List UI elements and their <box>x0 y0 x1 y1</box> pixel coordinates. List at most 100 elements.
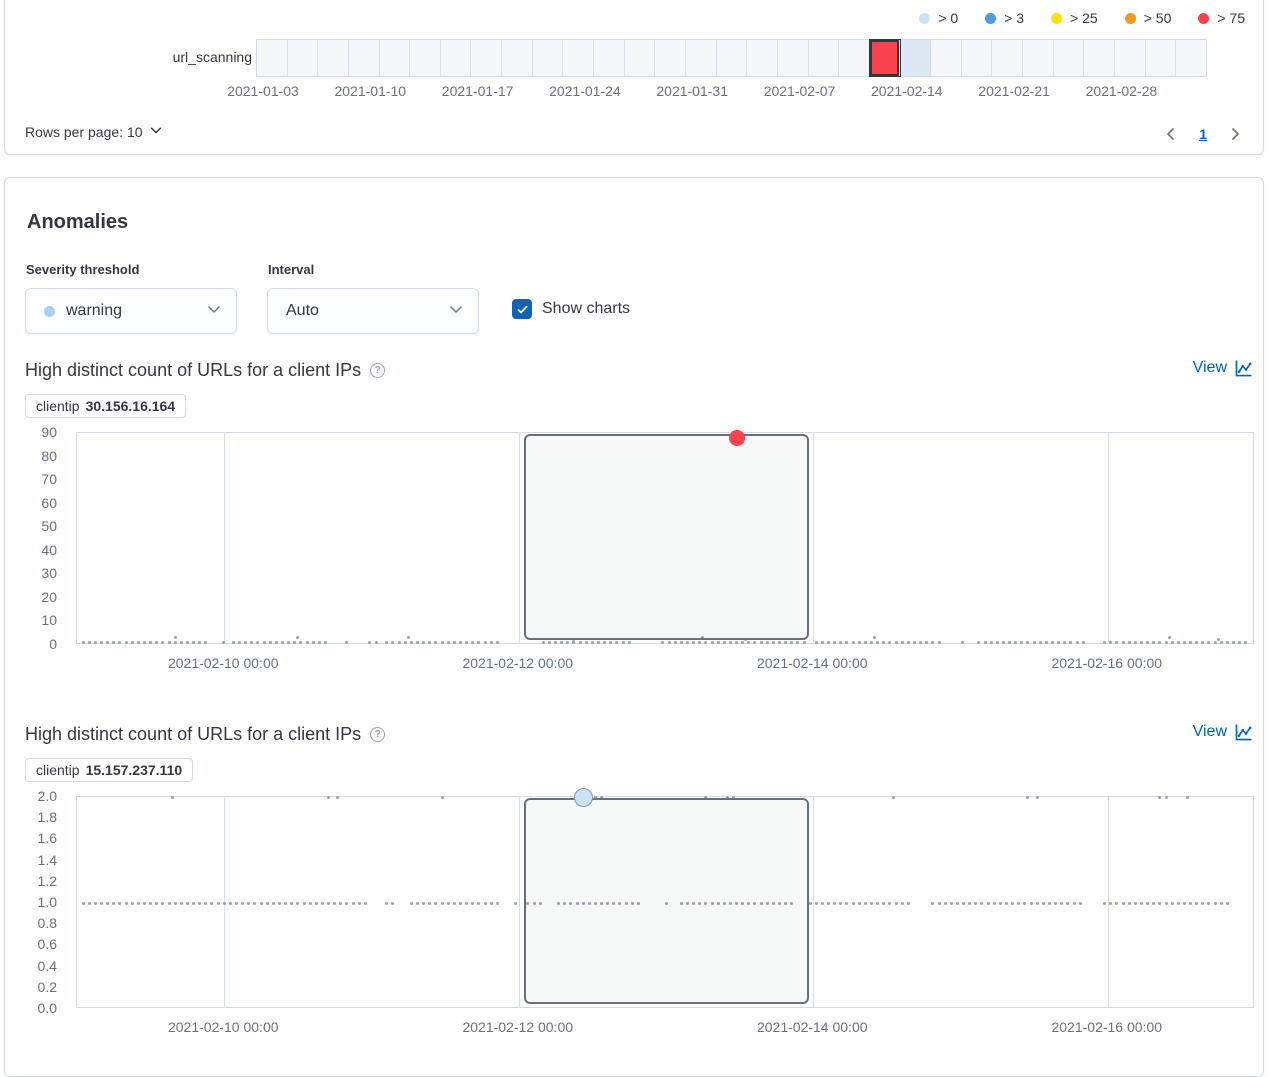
chart-plot[interactable] <box>76 787 1254 1008</box>
show-charts-checkbox[interactable]: Show charts <box>512 299 630 319</box>
data-point <box>753 901 757 905</box>
checkbox-check-icon[interactable] <box>512 299 532 319</box>
data-point <box>833 901 837 905</box>
swimlane-cell[interactable] <box>1053 40 1085 76</box>
swimlane-cell[interactable] <box>992 40 1024 76</box>
data-point <box>741 901 745 905</box>
date-axis-label: 2021-01-03 <box>227 83 299 99</box>
swimlane-cell[interactable] <box>1023 40 1054 76</box>
swimlane-cell[interactable] <box>1084 40 1115 76</box>
severity-threshold-select[interactable]: warning <box>25 288 237 334</box>
swimlane-cell[interactable] <box>1145 40 1177 76</box>
swimlane-cell[interactable] <box>594 40 625 76</box>
data-point <box>771 901 775 905</box>
data-point <box>495 641 499 645</box>
data-point <box>1186 795 1189 799</box>
data-point <box>980 901 984 905</box>
data-point <box>250 641 254 645</box>
data-point <box>636 901 640 905</box>
swimlane-cell[interactable] <box>716 40 748 76</box>
swimlane-cell[interactable] <box>348 40 380 76</box>
data-point <box>185 641 189 645</box>
view-link[interactable]: View <box>1193 358 1254 378</box>
swimlane-cell[interactable] <box>532 40 564 76</box>
x-axis-label: 2021-02-10 00:00 <box>167 1019 279 1035</box>
data-point <box>814 641 818 645</box>
help-icon[interactable]: ? <box>370 362 386 378</box>
data-point <box>728 901 732 905</box>
swimlane-cell[interactable] <box>563 40 595 76</box>
data-point <box>204 901 208 905</box>
data-point <box>765 901 769 905</box>
swimlane-cell[interactable] <box>1176 40 1206 76</box>
swimlane-cell[interactable] <box>502 40 533 76</box>
data-point <box>293 641 297 645</box>
chart-plot[interactable] <box>76 429 1254 645</box>
interval-label: Interval <box>268 262 315 277</box>
data-point <box>161 641 165 645</box>
swimlane-cell[interactable] <box>808 40 840 76</box>
swimlane-cell[interactable] <box>318 40 349 76</box>
y-axis-label: 1.2 <box>37 872 57 889</box>
data-point <box>440 901 444 905</box>
swimlane-cell[interactable] <box>257 40 288 76</box>
data-point <box>882 641 886 645</box>
swimlane-cell[interactable] <box>777 40 809 76</box>
data-point <box>483 641 487 645</box>
anomalies-panel: Anomalies Severity threshold warning Int… <box>4 177 1264 1077</box>
data-point <box>1133 901 1137 905</box>
y-axis-label: 80 <box>41 447 57 464</box>
help-icon[interactable]: ? <box>370 726 386 742</box>
swimlane-cell[interactable] <box>440 40 472 76</box>
data-point <box>221 641 225 645</box>
swimlane-cell[interactable] <box>931 40 962 76</box>
swimlane[interactable] <box>256 39 1207 77</box>
data-point <box>759 641 763 645</box>
swimlane-cell-critical[interactable] <box>869 40 901 76</box>
data-point <box>873 636 877 640</box>
data-point <box>685 641 689 645</box>
swimlane-cell-low[interactable] <box>900 40 932 76</box>
data-point <box>142 641 146 645</box>
data-point <box>701 636 705 640</box>
swimlane-cell[interactable] <box>747 40 778 76</box>
data-point <box>1035 901 1039 905</box>
date-axis-label: 2021-02-07 <box>763 83 836 99</box>
previous-page-button[interactable] <box>1163 126 1179 142</box>
data-point <box>1127 901 1131 905</box>
swimlane-cell[interactable] <box>287 40 319 76</box>
data-point <box>704 641 708 645</box>
show-charts-label[interactable]: Show charts <box>542 300 631 317</box>
data-point <box>778 641 781 645</box>
swimlane-cell[interactable] <box>379 40 411 76</box>
data-point <box>857 901 861 905</box>
data-point <box>557 901 561 905</box>
selected-time-region[interactable] <box>523 434 810 640</box>
selected-time-region[interactable] <box>523 798 810 1004</box>
page-1-button[interactable]: 1 <box>1199 126 1207 142</box>
swimlane-cell[interactable] <box>655 40 686 76</box>
swimlane-cell[interactable] <box>685 40 717 76</box>
anomaly-marker[interactable] <box>573 787 593 807</box>
rows-per-page-button[interactable]: Rows per page: 10 <box>25 123 163 140</box>
swimlane-cell[interactable] <box>624 40 656 76</box>
data-point <box>960 641 964 645</box>
data-point <box>615 641 619 645</box>
data-point <box>597 641 600 645</box>
swimlane-cell[interactable] <box>839 40 870 76</box>
data-point <box>661 641 665 645</box>
swimlane-cell[interactable] <box>410 40 441 76</box>
swimlane-cell[interactable] <box>471 40 503 76</box>
data-point <box>422 641 426 645</box>
data-point <box>584 641 588 645</box>
data-point <box>820 901 824 905</box>
anomaly-marker[interactable] <box>728 429 745 446</box>
interval-select[interactable]: Auto <box>267 288 479 334</box>
next-page-button[interactable] <box>1227 126 1243 142</box>
data-point <box>495 901 499 905</box>
data-point <box>81 901 85 905</box>
view-link[interactable]: View <box>1193 722 1254 742</box>
x-axis-label: 2021-02-14 00:00 <box>756 655 868 671</box>
swimlane-cell[interactable] <box>961 40 993 76</box>
swimlane-cell[interactable] <box>1114 40 1146 76</box>
